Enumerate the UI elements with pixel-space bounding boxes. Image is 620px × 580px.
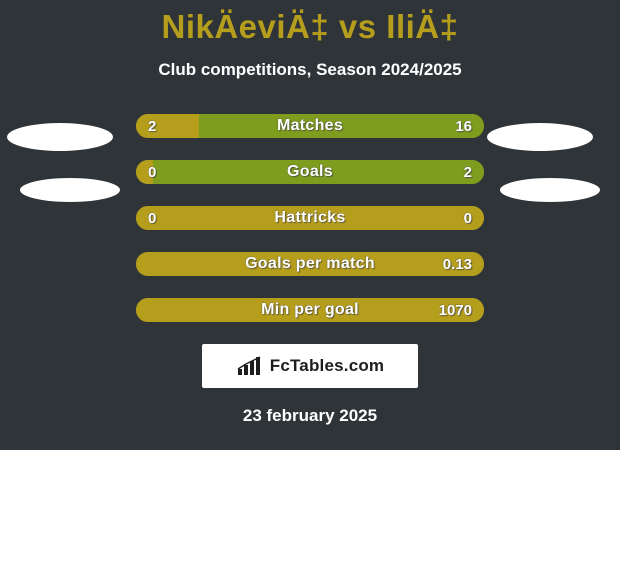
stat-bar: Hattricks0 0 [136,206,484,230]
stat-bar-right-value: 0 [464,206,472,230]
stat-bar: Goals0 2 [136,160,484,184]
right-player-ellipse [500,178,600,202]
stat-bar-right-value: 2 [464,160,472,184]
stat-bar-right-value: 0.13 [443,252,472,276]
stat-bar: Goals per match0.13 [136,252,484,276]
stat-bar-label: Min per goal [136,298,484,322]
stat-bar-right-value: 1070 [439,298,472,322]
stat-bar-label: Goals [136,160,484,184]
stat-bar: Min per goal1070 [136,298,484,322]
brand-bars-icon [236,355,264,377]
left-player-ellipse [7,123,113,151]
stat-bar-label: Matches [136,114,484,138]
page-title: NikÄeviÄ‡ vs IliÄ‡ [0,0,620,46]
date-line: 23 february 2025 [0,406,620,426]
stat-bar-left-value: 0 [148,160,156,184]
stat-bar-left-value: 2 [148,114,156,138]
brand-box: FcTables.com [202,344,418,388]
right-player-ellipse [487,123,593,151]
stat-bar: Matches2 16 [136,114,484,138]
stat-bar-label: Hattricks [136,206,484,230]
stat-bar-right-value: 16 [455,114,472,138]
stat-bar-label: Goals per match [136,252,484,276]
left-player-ellipse [20,178,120,202]
comparison-card: NikÄeviÄ‡ vs IliÄ‡ Club competitions, Se… [0,0,620,450]
stat-bar-left-value: 0 [148,206,156,230]
subtitle: Club competitions, Season 2024/2025 [0,60,620,80]
brand-text: FcTables.com [270,356,385,376]
